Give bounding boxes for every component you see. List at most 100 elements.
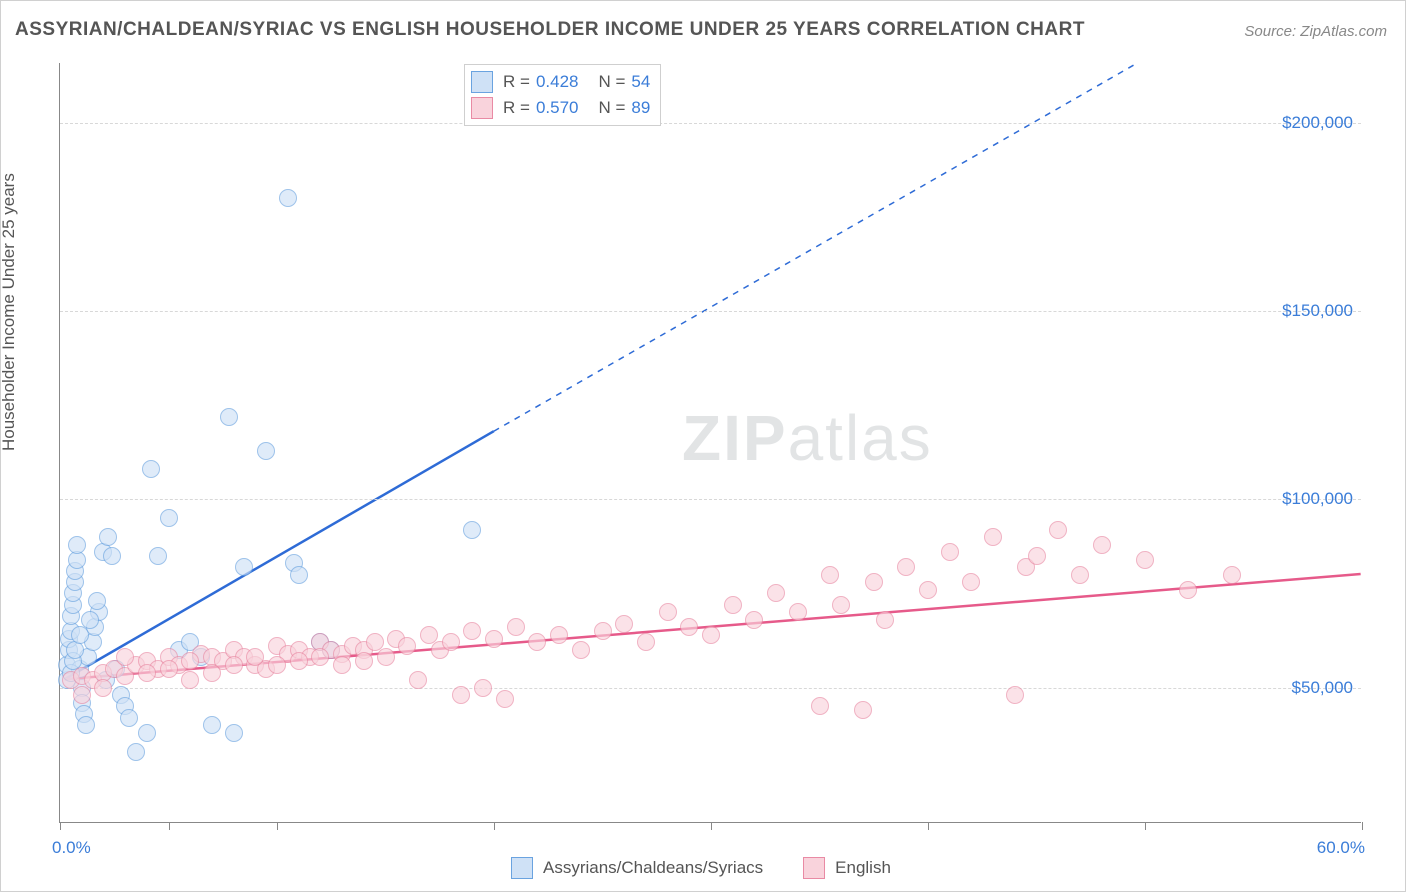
scatter-point <box>962 573 980 591</box>
scatter-point <box>290 652 308 670</box>
legend-swatch <box>471 71 493 93</box>
scatter-point <box>984 528 1002 546</box>
scatter-point <box>485 630 503 648</box>
scatter-point <box>442 633 460 651</box>
scatter-point <box>160 660 178 678</box>
chart-title: ASSYRIAN/CHALDEAN/SYRIAC VS ENGLISH HOUS… <box>15 19 1085 41</box>
scatter-point <box>142 460 160 478</box>
scatter-point <box>225 724 243 742</box>
stats-n-label: N = <box>598 98 625 118</box>
x-tick <box>928 822 929 830</box>
scatter-point <box>919 581 937 599</box>
scatter-point <box>1006 686 1024 704</box>
scatter-point <box>203 664 221 682</box>
gridline <box>60 123 1361 124</box>
scatter-point <box>724 596 742 614</box>
legend-series-label: Assyrians/Chaldeans/Syriacs <box>543 858 763 878</box>
scatter-point <box>789 603 807 621</box>
scatter-point <box>594 622 612 640</box>
source-prefix: Source: <box>1244 23 1300 40</box>
stats-row: R =0.428N =54 <box>471 69 650 95</box>
scatter-point <box>637 633 655 651</box>
scatter-point <box>225 656 243 674</box>
scatter-point <box>203 716 221 734</box>
scatter-point <box>572 641 590 659</box>
y-axis-title: Householder Income Under 25 years <box>0 173 19 451</box>
scatter-point <box>659 603 677 621</box>
scatter-point <box>116 648 134 666</box>
scatter-point <box>94 679 112 697</box>
y-tick-label: $200,000 <box>1282 113 1353 133</box>
scatter-point <box>88 592 106 610</box>
scatter-point <box>246 648 264 666</box>
watermark-thin: atlas <box>788 402 933 474</box>
stats-n-label: N = <box>598 72 625 92</box>
scatter-point <box>279 189 297 207</box>
scatter-point <box>127 743 145 761</box>
scatter-point <box>181 671 199 689</box>
gridline <box>60 499 1361 500</box>
scatter-point <box>257 442 275 460</box>
scatter-point <box>235 558 253 576</box>
scatter-point <box>333 656 351 674</box>
scatter-point <box>550 626 568 644</box>
scatter-point <box>865 573 883 591</box>
legend-series-label: English <box>835 858 891 878</box>
scatter-point <box>220 408 238 426</box>
scatter-point <box>103 547 121 565</box>
stats-n-value: 54 <box>631 72 650 92</box>
scatter-point <box>1223 566 1241 584</box>
scatter-point <box>409 671 427 689</box>
scatter-point <box>99 528 117 546</box>
scatter-point <box>452 686 470 704</box>
x-tick <box>277 822 278 830</box>
scatter-point <box>941 543 959 561</box>
scatter-point <box>81 611 99 629</box>
scatter-point <box>745 611 763 629</box>
scatter-point <box>507 618 525 636</box>
stats-row: R =0.570N =89 <box>471 95 650 121</box>
scatter-point <box>702 626 720 644</box>
scatter-point <box>1071 566 1089 584</box>
scatter-point <box>1093 536 1111 554</box>
x-tick <box>169 822 170 830</box>
y-tick-label: $150,000 <box>1282 301 1353 321</box>
scatter-point <box>528 633 546 651</box>
stats-r-label: R = <box>503 98 530 118</box>
scatter-point <box>355 652 373 670</box>
watermark: ZIPatlas <box>682 401 933 475</box>
scatter-point <box>138 724 156 742</box>
x-tick <box>1362 822 1363 830</box>
scatter-point <box>832 596 850 614</box>
watermark-bold: ZIP <box>682 402 788 474</box>
stats-legend: R =0.428N =54R =0.570N =89 <box>464 64 661 126</box>
stats-r-label: R = <box>503 72 530 92</box>
scatter-point <box>854 701 872 719</box>
scatter-point <box>149 547 167 565</box>
x-tick <box>494 822 495 830</box>
scatter-point <box>680 618 698 636</box>
scatter-point <box>290 566 308 584</box>
scatter-point <box>1049 521 1067 539</box>
legend-swatch <box>803 857 825 879</box>
scatter-point <box>311 648 329 666</box>
scatter-point <box>377 648 395 666</box>
legend-swatch <box>511 857 533 879</box>
source-value: ZipAtlas.com <box>1300 23 1387 40</box>
scatter-point <box>73 686 91 704</box>
scatter-point <box>1028 547 1046 565</box>
legend-swatch <box>471 97 493 119</box>
x-min-label: 0.0% <box>52 838 91 858</box>
scatter-point <box>496 690 514 708</box>
scatter-point <box>474 679 492 697</box>
scatter-point <box>897 558 915 576</box>
scatter-point <box>160 509 178 527</box>
x-tick <box>60 822 61 830</box>
scatter-point <box>77 716 95 734</box>
stats-r-value: 0.570 <box>536 98 579 118</box>
scatter-point <box>463 521 481 539</box>
scatter-point <box>68 536 86 554</box>
scatter-point <box>71 626 89 644</box>
scatter-point <box>120 709 138 727</box>
trend-lines <box>60 63 1361 822</box>
